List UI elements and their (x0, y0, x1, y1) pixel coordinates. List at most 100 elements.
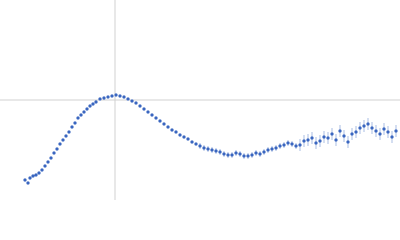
data-point (302, 139, 306, 143)
data-point (162, 122, 166, 126)
data-point (234, 151, 238, 155)
data-point (76, 116, 80, 120)
data-point (198, 144, 202, 148)
data-point (358, 126, 362, 130)
data-point (43, 164, 47, 168)
data-point (310, 136, 314, 140)
data-point (250, 153, 254, 157)
data-point (55, 147, 59, 151)
data-point (270, 147, 274, 151)
data-point (214, 149, 218, 153)
data-point (306, 138, 310, 142)
data-point (142, 107, 146, 111)
data-point (338, 129, 342, 133)
data-point (118, 94, 122, 98)
data-point (334, 138, 338, 142)
data-point (202, 146, 206, 150)
data-point (150, 113, 154, 117)
data-point (350, 132, 354, 136)
data-point (266, 148, 270, 152)
data-point (40, 168, 44, 172)
data-point (354, 130, 358, 134)
page: {"chart_data": {"type": "scatter", "colo… (0, 0, 400, 200)
data-point (370, 126, 374, 130)
data-point (126, 97, 130, 101)
data-point (88, 104, 92, 108)
data-point (382, 127, 386, 131)
data-point (49, 156, 53, 160)
data-point (206, 147, 210, 151)
data-point (374, 129, 378, 133)
data-point (174, 130, 178, 134)
data-point (294, 144, 298, 148)
data-point (346, 140, 350, 144)
data-point (262, 150, 266, 154)
data-point (222, 152, 226, 156)
data-point (138, 104, 142, 108)
data-point (342, 134, 346, 138)
data-point (46, 160, 50, 164)
data-point (52, 151, 56, 155)
data-point (366, 122, 370, 126)
data-point (322, 135, 326, 139)
data-point (91, 102, 95, 106)
data-point (314, 141, 318, 145)
data-point (37, 171, 41, 175)
data-point (390, 135, 394, 139)
data-point (330, 132, 334, 136)
data-point (58, 142, 62, 146)
data-point (85, 107, 89, 111)
data-point (194, 142, 198, 146)
data-point (79, 113, 83, 117)
data-point (286, 141, 290, 145)
data-point (278, 144, 282, 148)
data-point (186, 137, 190, 141)
data-point (82, 110, 86, 114)
data-point (64, 134, 68, 138)
data-point (230, 153, 234, 157)
data-point (190, 140, 194, 144)
data-point (61, 138, 65, 142)
data-point (178, 133, 182, 137)
data-point (73, 121, 77, 125)
data-point (362, 124, 366, 128)
data-point (182, 135, 186, 139)
data-point (114, 93, 118, 97)
data-point (34, 173, 38, 177)
data-point (218, 150, 222, 154)
data-point (158, 119, 162, 123)
data-point (242, 154, 246, 158)
data-point (318, 139, 322, 143)
data-point (98, 97, 102, 101)
data-point (106, 95, 110, 99)
data-point (130, 99, 134, 103)
data-point (254, 151, 258, 155)
data-point (274, 146, 278, 150)
data-point (378, 132, 382, 136)
data-point (258, 152, 262, 156)
data-point (298, 143, 302, 147)
data-point (290, 142, 294, 146)
data-point (166, 125, 170, 129)
data-point (394, 129, 398, 133)
data-point (238, 152, 242, 156)
data-point (31, 174, 35, 178)
data-point (26, 181, 30, 185)
data-point (110, 94, 114, 98)
data-point (146, 110, 150, 114)
data-point (67, 130, 71, 134)
data-point (102, 96, 106, 100)
data-point (122, 95, 126, 99)
data-point (134, 101, 138, 105)
data-point (210, 148, 214, 152)
data-point (70, 125, 74, 129)
data-point (170, 128, 174, 132)
data-point (154, 116, 158, 120)
data-point (23, 178, 27, 182)
data-point (94, 100, 98, 104)
data-point (28, 176, 32, 180)
data-point (326, 136, 330, 140)
data-point (386, 130, 390, 134)
chart (0, 0, 400, 200)
data-point (282, 143, 286, 147)
